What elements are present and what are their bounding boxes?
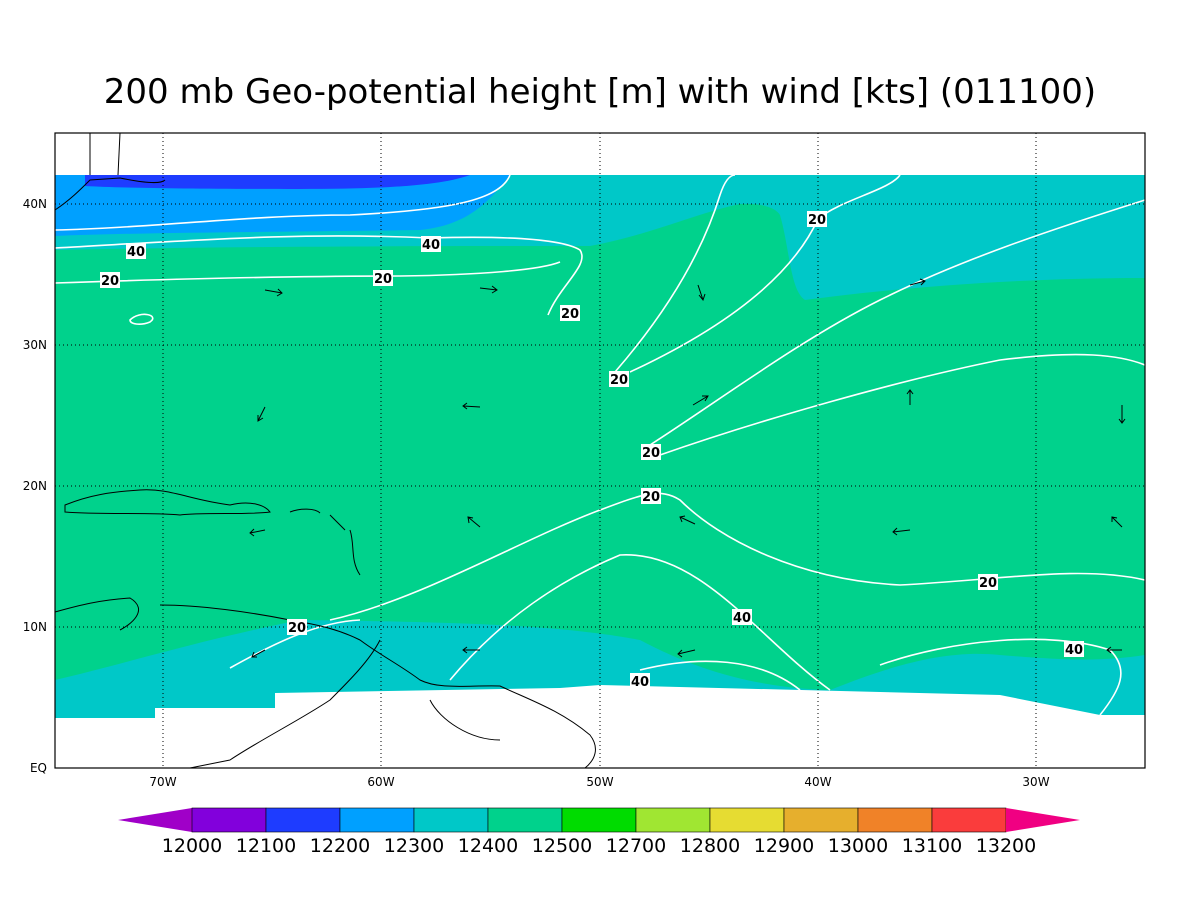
contour-label: 40 xyxy=(127,245,145,260)
contour-label: 40 xyxy=(733,611,751,626)
contour-label-bg xyxy=(421,236,441,252)
y-tick-label: 10N xyxy=(23,620,47,634)
colorbar-box xyxy=(487,807,563,833)
contour-label: 20 xyxy=(610,373,628,388)
lightblue-fill xyxy=(55,175,510,236)
contour-label: 20 xyxy=(561,307,579,322)
x-tick-label: 30W xyxy=(1022,775,1049,789)
colorbar-box xyxy=(561,807,637,833)
contour-label-bg xyxy=(641,444,661,460)
colorbar-box xyxy=(931,807,1007,833)
title: 200 mb Geo-potential height [m] with win… xyxy=(104,72,1096,112)
wind-arrows xyxy=(249,278,1126,658)
contour-label-bg xyxy=(732,609,752,625)
colorbar-arrow-right xyxy=(1006,808,1080,832)
contour-label-bg xyxy=(609,371,629,387)
contour-label-bg xyxy=(126,243,146,259)
blue-fill xyxy=(85,175,470,189)
colorbar-label: 12400 xyxy=(458,835,518,857)
contour-label-bg xyxy=(373,270,393,286)
plot-frame xyxy=(54,132,1146,769)
contour-label-bg xyxy=(807,211,827,227)
colorbar-label: 12100 xyxy=(236,835,296,857)
colorbar-label: 12500 xyxy=(532,835,592,857)
missing-data xyxy=(55,685,1145,768)
y-tick-label: EQ xyxy=(30,761,47,775)
colorbar-box xyxy=(635,807,711,833)
colorbar: 12000 12100 12200 12300 12400 12500 12700 12800… xyxy=(118,807,1080,857)
colorbar-box xyxy=(413,807,489,833)
colorbar-label: 12900 xyxy=(754,835,814,857)
green-fill xyxy=(55,203,1145,690)
x-tick-label: 70W xyxy=(149,775,176,789)
contour-label-bg xyxy=(100,272,120,288)
y-tick-label: 40N xyxy=(23,197,47,211)
contour-label: 40 xyxy=(631,675,649,690)
x-tick-label: 40W xyxy=(804,775,831,789)
contour-label-bg xyxy=(641,488,661,504)
contour-label-bg xyxy=(560,305,580,321)
colorbar-box xyxy=(709,807,785,833)
colorbar-label: 12200 xyxy=(310,835,370,857)
contour-label-bg xyxy=(287,619,307,635)
colorbar-label: 13000 xyxy=(828,835,888,857)
contour-label: 40 xyxy=(422,238,440,253)
x-tick-label: 60W xyxy=(367,775,394,789)
colorbar-label: 12300 xyxy=(384,835,444,857)
axes: 70W 60W 50W 40W 30W EQ 10N 20N 30N 40N xyxy=(23,197,1050,789)
plot-area: 40 40 20 20 20 20 20 20 20 20 40 20 40 40 xyxy=(54,132,1146,769)
y-tick-label: 30N xyxy=(23,338,47,352)
contours xyxy=(54,174,1146,716)
contour-label-bg xyxy=(1064,641,1084,657)
colorbar-label: 12800 xyxy=(680,835,740,857)
contour-label-bg xyxy=(978,574,998,590)
colorbar-box xyxy=(265,807,341,833)
contour-label: 20 xyxy=(101,274,119,289)
colorbar-box xyxy=(783,807,859,833)
contour-label: 20 xyxy=(808,213,826,228)
colorbar-box xyxy=(857,807,933,833)
contour-label: 20 xyxy=(288,621,306,636)
graticule xyxy=(55,133,1145,768)
contour-label: 20 xyxy=(979,576,997,591)
colorbar-label: 12700 xyxy=(606,835,666,857)
colorbar-label: 13100 xyxy=(902,835,962,857)
x-tick-label: 50W xyxy=(586,775,613,789)
contour-labels: 40 40 20 20 20 20 20 20 20 20 40 20 40 40 xyxy=(100,211,1084,690)
contour-label: 20 xyxy=(374,272,392,287)
contour-label: 40 xyxy=(1065,643,1083,658)
contour-label-bg xyxy=(630,673,650,689)
contour-label: 20 xyxy=(642,446,660,461)
colorbar-box xyxy=(191,807,267,833)
colorbar-label: 13200 xyxy=(976,835,1036,857)
y-tick-label: 20N xyxy=(23,479,47,493)
contour-label: 20 xyxy=(642,490,660,505)
coastlines xyxy=(54,132,596,769)
colorbar-arrow-left xyxy=(118,808,192,832)
colorbar-label: 12000 xyxy=(162,835,222,857)
colorbar-box xyxy=(339,807,415,833)
